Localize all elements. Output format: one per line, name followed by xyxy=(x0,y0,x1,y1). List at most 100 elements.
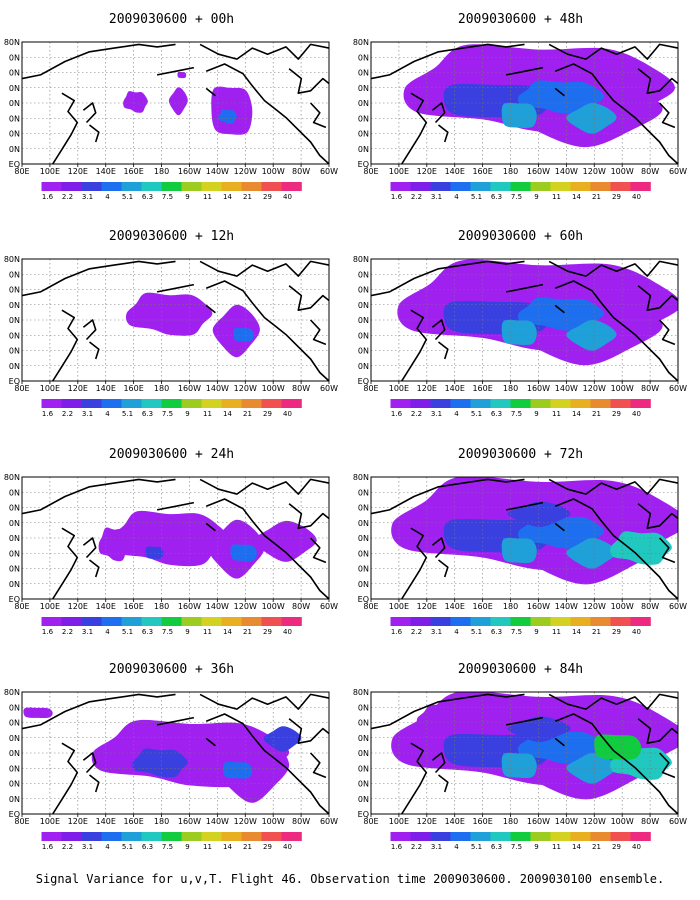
x-tick-label: 100W xyxy=(262,602,285,611)
x-tick-label: 160E xyxy=(472,167,492,176)
coastline xyxy=(431,319,446,341)
y-tick-label: 0N xyxy=(9,347,20,356)
colorbar-swatch xyxy=(530,182,551,191)
y-tick-label: 0N xyxy=(358,347,369,356)
colorbar-swatch xyxy=(121,617,142,626)
y-tick-label: 0N xyxy=(358,519,369,528)
colorbar-label: 4 xyxy=(454,193,459,201)
map-frame xyxy=(370,258,679,382)
x-tick-label: 80W xyxy=(292,817,310,826)
y-tick-label: 0N xyxy=(358,749,369,758)
y-tick-label: 0N xyxy=(9,331,20,340)
x-tick-label: 140E xyxy=(445,602,465,611)
coastline xyxy=(199,260,329,277)
colorbar-label: 40 xyxy=(632,843,641,851)
map-area xyxy=(371,42,678,164)
coastline xyxy=(659,752,676,779)
colorbar-label: 11 xyxy=(203,843,212,851)
x-tick-label: 160E xyxy=(123,167,143,176)
colorbar-label: 1.6 xyxy=(42,410,54,418)
colorbar-swatch xyxy=(550,832,571,841)
y-tick-label: 0N xyxy=(358,53,369,62)
colorbar-label: 40 xyxy=(283,193,292,201)
colorbar-label: 2.2 xyxy=(62,193,73,201)
coastline xyxy=(22,260,176,297)
map-area xyxy=(22,477,329,599)
colorbar-swatch xyxy=(261,399,282,408)
coastline xyxy=(205,87,216,97)
x-tick-label: 180 xyxy=(154,817,169,826)
x-tick-label: 160E xyxy=(123,384,143,393)
y-tick-label: 0N xyxy=(358,719,369,728)
y-tick-label: 80N xyxy=(353,473,369,482)
colorbar-label: 14 xyxy=(572,843,581,851)
x-tick-label: 100W xyxy=(611,817,634,826)
y-tick-label: 0N xyxy=(358,145,369,154)
x-tick-label: 120E xyxy=(68,817,88,826)
y-tick-label: 0N xyxy=(9,114,20,123)
colorbar-swatch xyxy=(61,182,82,191)
colorbar-swatch xyxy=(530,399,551,408)
colorbar-label: 7.5 xyxy=(511,628,522,636)
colorbar-label: 3.1 xyxy=(431,193,442,201)
colorbar-label: 40 xyxy=(632,410,641,418)
x-tick-label: 120W xyxy=(583,817,606,826)
x-tick-label: 160E xyxy=(123,602,143,611)
y-tick-label: 0N xyxy=(358,734,369,743)
coastline xyxy=(548,693,678,710)
map-area xyxy=(371,477,678,599)
coastline xyxy=(205,304,216,314)
colorbar-label: 21 xyxy=(243,628,252,636)
colorbar-label: 7.5 xyxy=(511,410,522,418)
y-tick-label: 0N xyxy=(358,316,369,325)
colorbar-swatch xyxy=(221,182,242,191)
x-tick-label: 100E xyxy=(389,384,409,393)
x-tick-label: 120W xyxy=(583,167,606,176)
y-tick-label: 0N xyxy=(9,53,20,62)
x-tick-label: 160W xyxy=(527,167,550,176)
y-tick-label: 0N xyxy=(358,331,369,340)
colorbar-label: 1.6 xyxy=(42,193,54,201)
colorbar-label: 9 xyxy=(185,628,189,636)
colorbar-swatch xyxy=(141,182,162,191)
x-tick-label: 120W xyxy=(583,384,606,393)
coastline xyxy=(89,341,100,360)
x-tick-label: 80E xyxy=(363,817,378,826)
x-tick-label: 140E xyxy=(96,817,116,826)
x-tick-label: 100W xyxy=(262,167,285,176)
colorbar-label: 1.6 xyxy=(42,843,54,851)
y-tick-label: 0N xyxy=(358,780,369,789)
colorbar-label: 11 xyxy=(552,843,561,851)
coastline xyxy=(401,309,428,381)
colorbar-label: 2.2 xyxy=(62,843,73,851)
colorbar-label: 11 xyxy=(203,193,212,201)
x-tick-label: 80W xyxy=(641,384,659,393)
coastline xyxy=(438,559,449,578)
x-tick-label: 80W xyxy=(641,817,659,826)
colorbar-label: 21 xyxy=(243,410,252,418)
coastline xyxy=(554,737,565,747)
y-tick-label: 0N xyxy=(9,286,20,295)
coastline xyxy=(82,102,97,124)
map-area xyxy=(371,259,678,381)
coastline xyxy=(205,280,329,381)
y-tick-label: 0N xyxy=(9,145,20,154)
y-tick-label: EQ xyxy=(9,810,20,819)
y-tick-label: 0N xyxy=(9,504,20,513)
colorbar-label: 40 xyxy=(283,628,292,636)
y-tick-label: 0N xyxy=(358,565,369,574)
y-tick-label: EQ xyxy=(9,377,20,386)
y-tick-label: 80N xyxy=(4,38,20,47)
variance-region xyxy=(125,292,213,336)
coastline xyxy=(637,68,678,94)
colorbar-label: 4 xyxy=(105,843,110,851)
x-tick-label: 80W xyxy=(292,167,310,176)
colorbar-swatch xyxy=(281,182,302,191)
colorbar-label: 6.3 xyxy=(142,843,153,851)
colorbar-swatch xyxy=(430,832,451,841)
y-tick-label: 0N xyxy=(9,549,20,558)
y-tick-label: 0N xyxy=(9,764,20,773)
colorbar-label: 21 xyxy=(243,843,252,851)
y-tick-label: EQ xyxy=(9,595,20,604)
colorbar-swatch xyxy=(281,617,302,626)
